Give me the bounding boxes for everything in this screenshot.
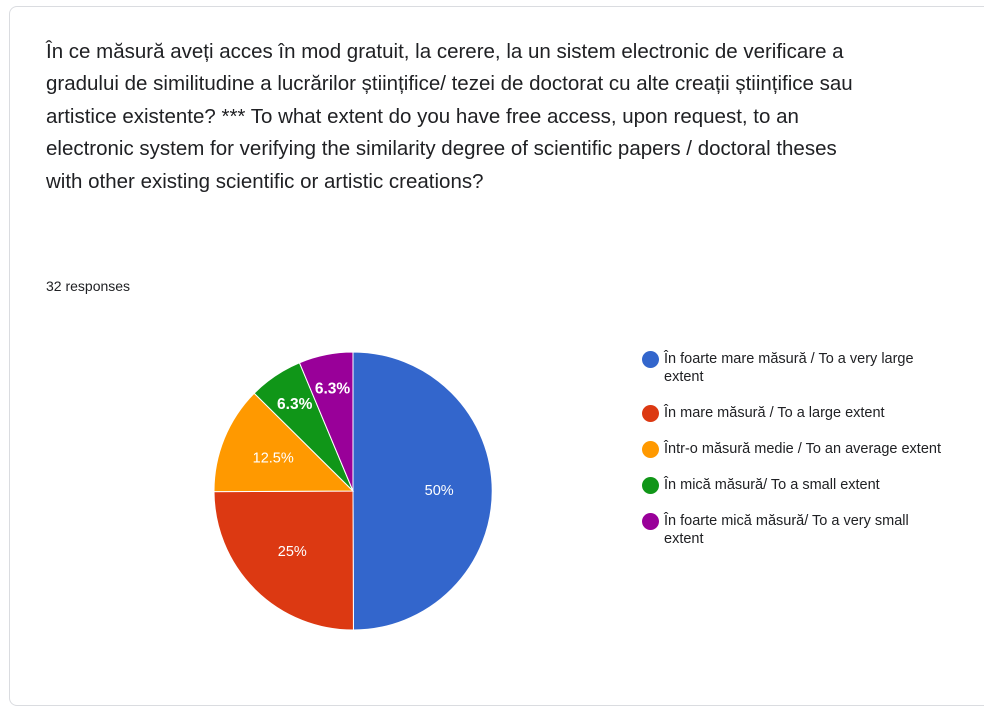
pie-chart: 50% 25% 12.5% 6.3%6.3%	[213, 351, 493, 631]
legend-swatch-3	[642, 441, 659, 458]
pie-slice-2[interactable]	[213, 490, 354, 631]
legend-item-5[interactable]: În foarte mică măsură/ To a very small e…	[642, 512, 952, 548]
legend-item-4[interactable]: În mică măsură/ To a small extent	[642, 476, 952, 494]
legend-label-1: În foarte mare măsură / To a very large …	[664, 351, 914, 385]
pie-slice-label-2: 25%	[278, 544, 307, 560]
question-title: În ce măsură aveți acces în mod gratuit,…	[46, 40, 853, 193]
pie-slice-1[interactable]	[352, 351, 493, 631]
question-card	[9, 6, 984, 706]
response-count: 32 responses	[46, 278, 131, 294]
pie-slice-label-4: 6.3%	[277, 396, 313, 413]
legend-label-4: În mică măsură/ To a small extent	[664, 477, 880, 493]
legend-item-3[interactable]: Într-o măsură medie / To an average exte…	[642, 440, 952, 458]
pie-slice-label-3: 12.5%	[253, 450, 294, 466]
pie-slice-3[interactable]	[213, 392, 355, 493]
legend-label-5: În foarte mică măsură/ To a very small e…	[664, 513, 909, 547]
legend-swatch-4	[642, 477, 659, 494]
pie-slice-label-5: 6.3%	[315, 380, 351, 397]
legend-swatch-5	[642, 513, 659, 530]
legend-item-1[interactable]: În foarte mare măsură / To a very large …	[642, 350, 952, 386]
pie-slice-label-1: 50%	[425, 483, 454, 499]
chart-legend: În foarte mare măsură / To a very large …	[642, 350, 952, 566]
legend-item-2[interactable]: În mare măsură / To a large extent	[642, 404, 952, 422]
legend-swatch-2	[642, 405, 659, 422]
legend-swatch-1	[642, 351, 659, 368]
legend-label-2: În mare măsură / To a large extent	[664, 405, 885, 421]
legend-label-3: Într-o măsură medie / To an average exte…	[664, 441, 941, 457]
pie-slice-5[interactable]	[298, 351, 354, 492]
